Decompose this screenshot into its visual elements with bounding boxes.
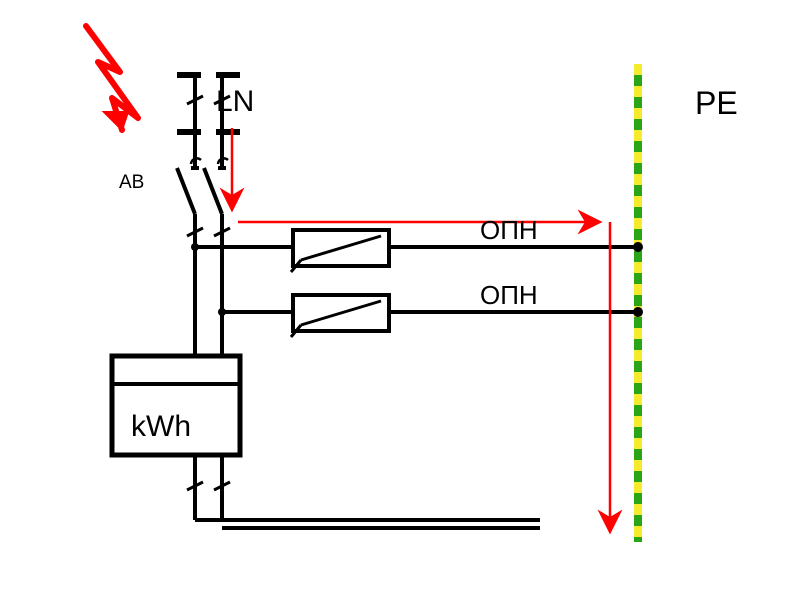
label-ab: AB	[119, 172, 144, 194]
label-pe: PE	[695, 85, 738, 122]
label-opn1: ОПН	[480, 215, 538, 246]
label-opn2: ОПН	[480, 280, 538, 311]
electrical-schematic	[0, 0, 800, 606]
label-kwh: kWh	[131, 410, 191, 444]
label-ln: LN	[216, 85, 254, 119]
